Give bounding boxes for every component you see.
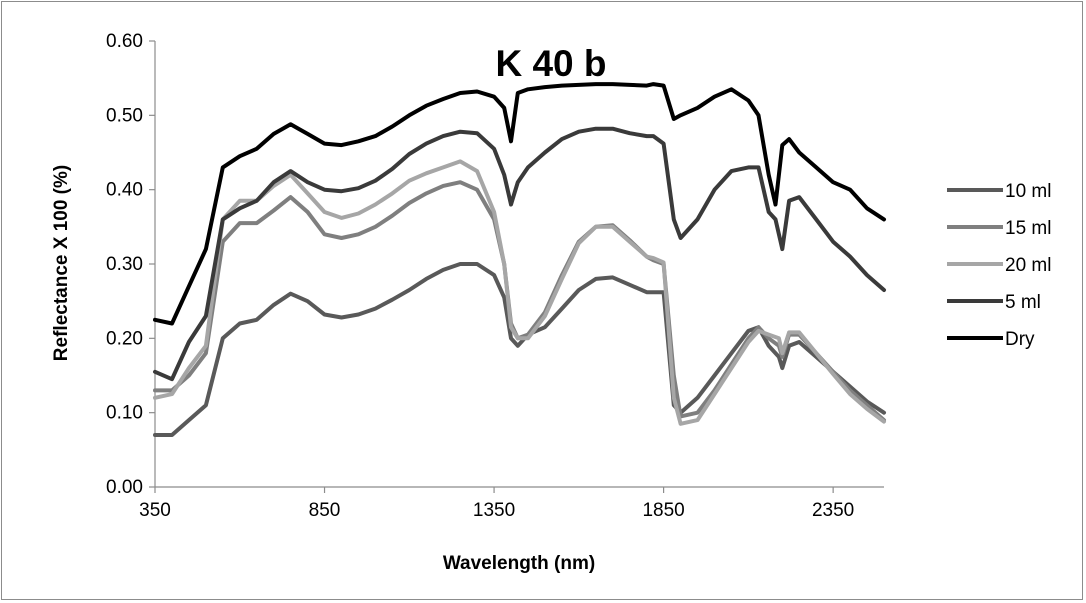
x-axis-label: Wavelength (nm) (443, 553, 595, 574)
y-tick-label: 0.10 (106, 403, 143, 424)
chart-title: K 40 b (495, 43, 606, 84)
x-tick-label: 350 (139, 500, 171, 521)
x-tick-label: 850 (309, 500, 341, 521)
series-line-20-ml (153, 159, 886, 426)
axes: 0.00 0.10 0.20 0.30 0.40 0.50 0.60 350 850 1350 18… (106, 31, 884, 521)
x-tick-label: 1350 (473, 500, 515, 521)
legend-label: 20 ml (1005, 255, 1051, 276)
y-tick-label: 0.60 (106, 31, 143, 52)
y-tick-label: 0.00 (106, 477, 143, 498)
y-tick-label: 0.40 (106, 180, 143, 201)
series-line-dry (153, 82, 886, 326)
y-axis-label: Reflectance X 100 (%) (51, 165, 72, 361)
x-tick-label: 2350 (812, 500, 854, 521)
series-line-10-ml (153, 262, 886, 437)
y-tick-label: 0.50 (106, 105, 143, 126)
y-tick-label: 0.20 (106, 328, 143, 349)
y-tick-label: 0.30 (106, 254, 143, 275)
legend-label: 5 ml (1005, 292, 1041, 313)
legend-label: 15 ml (1005, 218, 1051, 239)
legend: 10 ml 15 ml 20 ml 5 ml Dry (947, 181, 1051, 350)
x-tick-label: 1850 (642, 500, 684, 521)
series-line-5-ml (153, 126, 886, 382)
plot-area (153, 82, 886, 437)
legend-label: 10 ml (1005, 181, 1051, 202)
legend-label: Dry (1005, 329, 1035, 350)
